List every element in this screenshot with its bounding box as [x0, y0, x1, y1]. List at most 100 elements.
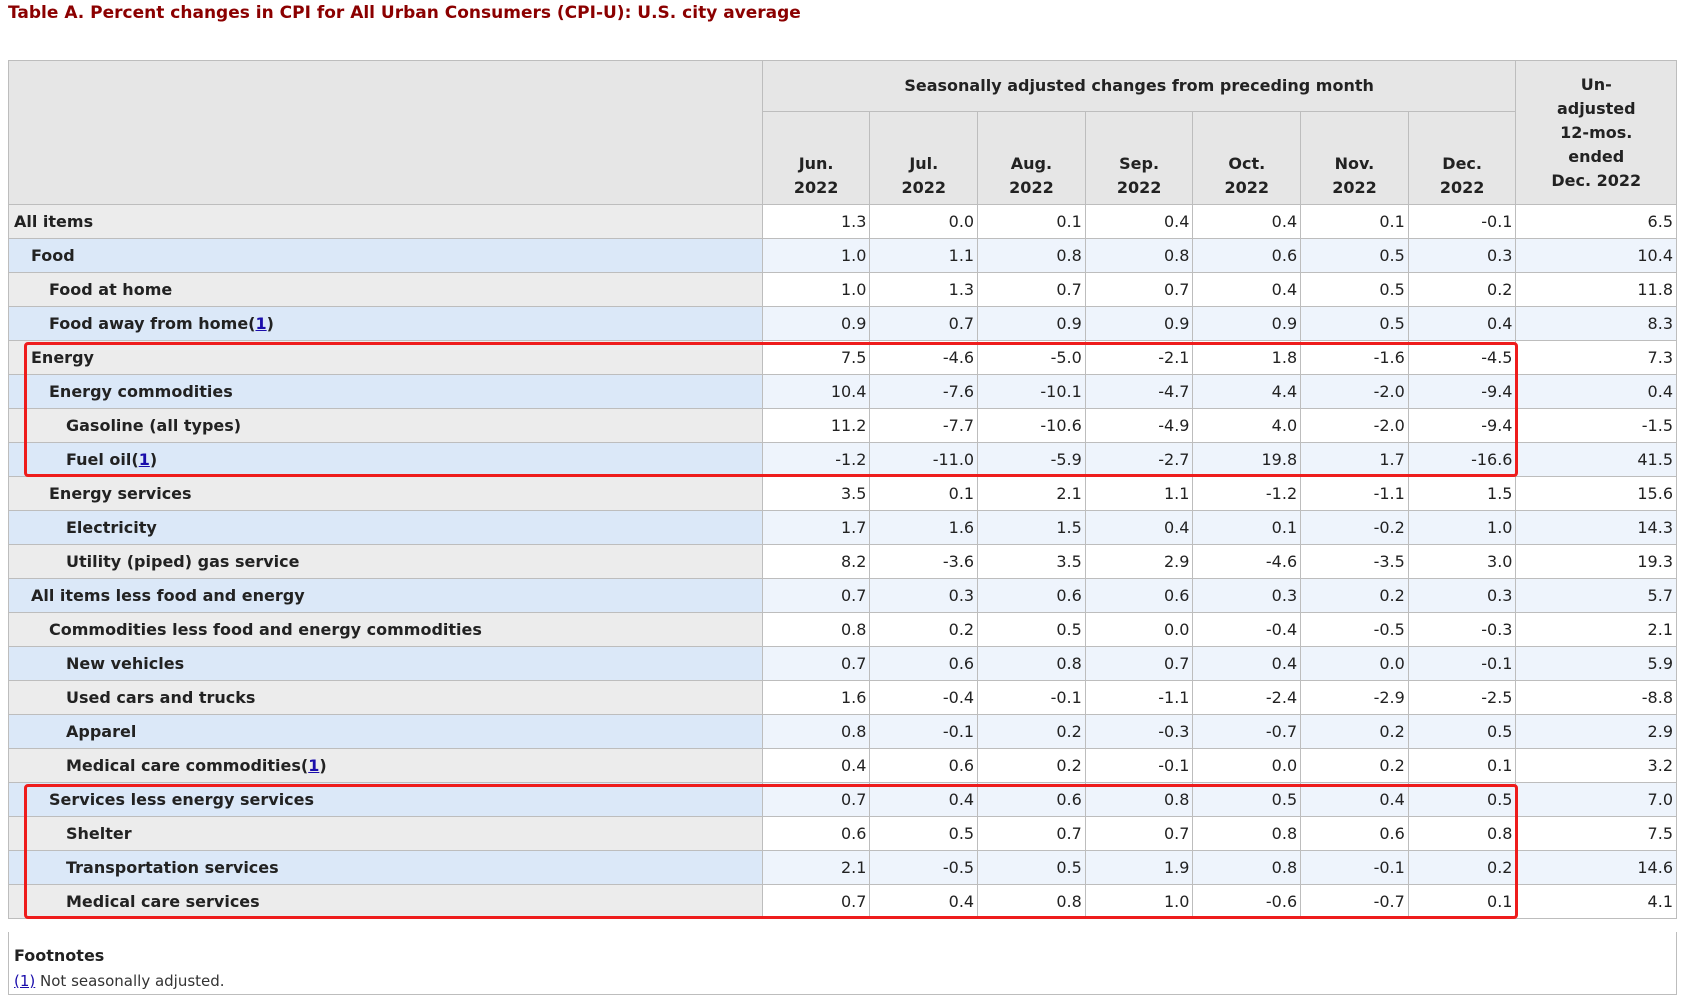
value-cell: 0.5: [1300, 306, 1409, 341]
footnote-marker-link[interactable]: (1): [14, 972, 36, 990]
unadjusted-value-cell: 7.0: [1515, 782, 1677, 817]
value-cell: 0.0: [1192, 748, 1302, 783]
year-label: 2022: [901, 178, 947, 197]
month-header: Jul. 2022: [869, 111, 979, 205]
row-label-text: Used cars and trucks: [66, 688, 256, 707]
value-cell: 0.8: [1407, 816, 1517, 851]
value-cell: 0.7: [761, 884, 871, 919]
value-cell: -11.0: [869, 442, 979, 477]
value-cell: 1.1: [869, 238, 979, 273]
value-cell: 0.1: [1300, 204, 1409, 239]
value-cell: 0.1: [1192, 510, 1302, 545]
table-row: Energy 7.5 -4.6 -5.0 -2.1 1.8 -1.6 -4.5 7.3: [8, 340, 1677, 375]
value-cell: -0.7: [1300, 884, 1409, 919]
value-cell: -16.6: [1407, 442, 1517, 477]
value-cell: 1.6: [869, 510, 979, 545]
value-cell: 0.8: [1192, 850, 1302, 885]
table-header: Seasonally adjusted changes from precedi…: [8, 60, 1677, 205]
value-cell: 0.6: [1192, 238, 1302, 273]
month-header: Aug. 2022: [977, 111, 1086, 205]
value-cell: 0.5: [977, 850, 1086, 885]
value-cell: -1.2: [761, 442, 871, 477]
value-cell: 2.1: [977, 476, 1086, 511]
year-label: 2022: [1439, 178, 1485, 197]
row-label: All items less food and energy: [8, 578, 763, 613]
footnote-link[interactable]: 1: [308, 756, 320, 775]
value-cell: -3.5: [1300, 544, 1409, 579]
value-cell: 1.3: [869, 272, 979, 307]
table-row: Food 1.0 1.1 0.8 0.8 0.6 0.5 0.3 10.4: [8, 238, 1677, 273]
value-cell: 0.5: [1407, 714, 1517, 749]
footnote-text: Not seasonally adjusted.: [35, 972, 225, 990]
footnote-item: (1) Not seasonally adjusted.: [14, 972, 225, 990]
row-label-text: Food: [31, 246, 75, 265]
unadjusted-value-cell: 41.5: [1515, 442, 1677, 477]
value-cell: 3.5: [977, 544, 1086, 579]
unadjusted-value-cell: 14.6: [1515, 850, 1677, 885]
row-label: Utility (piped) gas service: [8, 544, 763, 579]
month-header-row: Jun. 2022 Jul. 2022 Aug. 2022 Sep. 2022 Oct. 2022…: [9, 111, 1677, 205]
table-title: Table A. Percent changes in CPI for All …: [8, 3, 801, 23]
value-cell: 0.1: [977, 204, 1086, 239]
value-cell: 0.6: [869, 646, 979, 681]
value-cell: 0.5: [977, 612, 1086, 647]
value-cell: -0.4: [1192, 612, 1302, 647]
row-label: Food: [8, 238, 763, 273]
value-cell: 1.0: [761, 238, 871, 273]
value-cell: 0.4: [1192, 646, 1302, 681]
footnote-link[interactable]: 1: [138, 450, 150, 469]
row-label: Medical care commodities(1): [8, 748, 763, 783]
footnote-link[interactable]: 1: [255, 314, 267, 333]
value-cell: -1.2: [1192, 476, 1302, 511]
value-cell: -4.5: [1407, 340, 1517, 375]
value-cell: -0.1: [1084, 748, 1194, 783]
row-label: Food at home: [8, 272, 763, 307]
value-cell: 0.8: [761, 612, 871, 647]
value-cell: -2.4: [1192, 680, 1302, 715]
value-cell: 0.2: [1407, 850, 1517, 885]
value-cell: 19.8: [1192, 442, 1302, 477]
row-label-text: Fuel oil: [66, 450, 132, 469]
value-cell: 0.1: [869, 476, 979, 511]
value-cell: 1.1: [1084, 476, 1194, 511]
header-corner: [8, 60, 763, 205]
value-cell: 0.1: [1407, 884, 1517, 919]
value-cell: 1.9: [1084, 850, 1194, 885]
row-label-text: Medical care commodities: [66, 756, 301, 775]
value-cell: 0.5: [1407, 782, 1517, 817]
value-cell: -1.1: [1084, 680, 1194, 715]
value-cell: -0.3: [1407, 612, 1517, 647]
table-row: Energy services 3.5 0.1 2.1 1.1 -1.2 -1.1 1.5 15…: [8, 476, 1677, 511]
row-label-text: Electricity: [66, 518, 157, 537]
row-label: Energy: [8, 340, 763, 375]
value-cell: 1.7: [1300, 442, 1409, 477]
value-cell: 4.0: [1192, 408, 1302, 443]
row-label-text: Utility (piped) gas service: [66, 552, 300, 571]
seasonally-adjusted-group-header: Seasonally adjusted changes from precedi…: [761, 60, 1517, 112]
month-label: Nov.: [1334, 154, 1375, 173]
value-cell: 0.5: [1300, 272, 1409, 307]
table-row: Electricity 1.7 1.6 1.5 0.4 0.1 -0.2 1.0 14.3: [8, 510, 1677, 545]
row-label: Transportation services: [8, 850, 763, 885]
value-cell: 1.6: [761, 680, 871, 715]
value-cell: 3.5: [761, 476, 871, 511]
table-row: Shelter 0.6 0.5 0.7 0.7 0.8 0.6 0.8 7.5: [8, 816, 1677, 851]
value-cell: 0.8: [761, 714, 871, 749]
month-label: Sep.: [1119, 154, 1160, 173]
table-row: New vehicles 0.7 0.6 0.8 0.7 0.4 0.0 -0.1 5.9: [8, 646, 1677, 681]
value-cell: 0.8: [1192, 816, 1302, 851]
value-cell: 0.7: [1084, 816, 1194, 851]
value-cell: -0.7: [1192, 714, 1302, 749]
value-cell: 0.4: [761, 748, 871, 783]
value-cell: -3.6: [869, 544, 979, 579]
table-row: Transportation services 2.1 -0.5 0.5 1.9 0.8-…: [8, 850, 1677, 885]
row-label: Shelter: [8, 816, 763, 851]
value-cell: -0.6: [1192, 884, 1302, 919]
value-cell: 0.2: [977, 714, 1086, 749]
row-label: Commodities less food and energy commodi…: [8, 612, 763, 647]
unadjusted-value-cell: 6.5: [1515, 204, 1677, 239]
row-label-text: Energy: [31, 348, 94, 367]
value-cell: 0.6: [869, 748, 979, 783]
table-row: All items less food and energy 0.7 0.3 0.6 0…: [8, 578, 1677, 613]
row-label: All items: [8, 204, 763, 239]
